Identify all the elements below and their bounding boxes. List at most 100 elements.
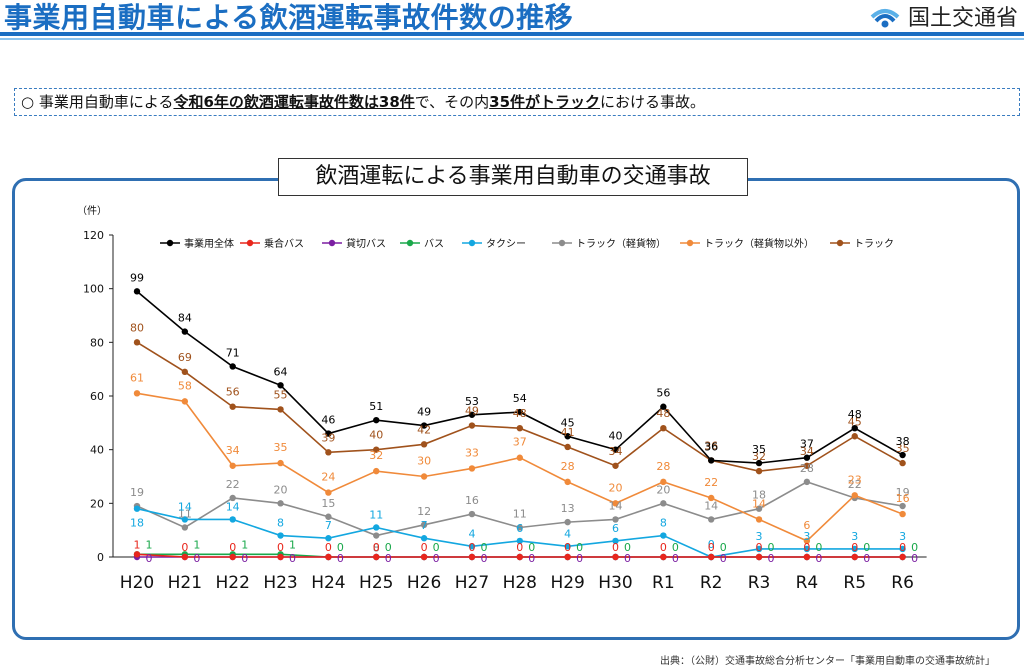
data-point [229,494,236,502]
data-label: 13 [561,502,575,515]
data-point [468,510,476,518]
data-point [660,425,667,432]
y-tick-label: 20 [90,497,104,510]
data-label: 53 [465,395,479,408]
data-label: 48 [656,407,670,420]
data-label: 71 [226,346,240,359]
data-label: 0 [576,552,583,565]
data-label: 0 [720,541,727,554]
data-label: 35 [752,443,766,456]
data-point [564,543,571,550]
data-point [612,446,619,453]
x-tick-label: H28 [503,573,537,593]
data-point [708,494,715,502]
x-tick-label: H30 [598,573,632,593]
data-point [277,382,284,389]
data-point [325,430,332,437]
data-point [468,553,476,561]
data-label: 49 [465,405,479,418]
data-label: 28 [656,460,670,473]
summary-marker: ○ [21,93,35,111]
data-label: 0 [672,552,679,565]
data-label: 0 [863,552,870,565]
data-label: 4 [468,527,475,540]
legend-label: 乗合バス [264,237,304,250]
data-point [468,411,476,418]
x-tick-label: H29 [550,573,584,593]
data-point [420,521,428,528]
data-label: 0 [433,552,440,565]
data-point [420,553,428,561]
data-label: 16 [465,494,479,507]
data-label: 0 [241,552,248,565]
data-point [133,339,141,346]
data-label: 1 [241,538,248,551]
y-tick-label: 40 [90,444,104,457]
data-point [899,553,906,561]
data-point [181,553,189,561]
data-label: 30 [417,455,431,468]
data-point [660,500,667,507]
data-label: 14 [178,500,192,513]
data-point [468,543,476,550]
data-label: 34 [226,444,240,457]
data-label: 0 [863,541,870,554]
data-point [229,516,236,523]
data-point [755,516,763,523]
legend-label: トラック [854,238,894,250]
title-rule [0,32,1024,36]
data-label: 22 [226,478,240,491]
data-label: 45 [561,416,575,429]
data-label: 1 [289,538,296,551]
data-label: 20 [656,483,670,496]
data-label: 0 [468,541,475,554]
data-point [277,532,284,539]
data-point [133,390,141,397]
data-label: 32 [752,450,766,463]
summary-highlight-truck: 35件がトラック [489,93,601,111]
data-point [373,553,380,561]
y-tick-label: 60 [90,390,104,403]
data-label: 11 [178,507,192,520]
x-tick-label: H21 [168,573,202,593]
data-label: 42 [417,423,431,436]
summary-box: ○ 事業用自動車による令和6年の飲酒運転事故件数は38件で、その内35件がトラッ… [14,88,1020,116]
data-point [277,406,284,413]
data-label: 14 [226,500,240,513]
data-label: 3 [803,530,810,543]
legend-swatch-dot [166,239,174,247]
data-point [564,553,571,561]
data-label: 0 [672,541,679,554]
data-label: 38 [896,435,910,448]
x-tick-label: R1 [652,573,675,593]
data-label: 32 [369,449,383,462]
data-label: 56 [226,386,240,399]
data-point [851,545,858,553]
x-tick-label: H25 [359,573,393,593]
data-point [229,553,236,561]
data-label: 39 [321,431,335,444]
data-label: 0 [337,552,344,565]
data-point [708,553,715,561]
data-point [420,535,428,542]
data-point [564,433,571,440]
x-tick-label: R4 [796,573,819,593]
data-label: 8 [277,517,284,530]
data-label: 19 [130,486,144,499]
data-label: 48 [848,408,862,421]
data-point [181,524,189,531]
y-tick-label: 0 [97,551,104,564]
data-point [803,537,811,545]
data-label: 20 [609,481,623,494]
data-point [899,502,906,510]
data-label: 12 [417,505,431,518]
data-label: 7 [421,519,428,532]
data-point [612,516,619,523]
data-label: 16 [896,492,910,505]
data-label: 0 [146,552,153,565]
x-tick-label: R3 [748,573,771,593]
data-label: 0 [624,541,631,554]
title-rule-light [0,38,1024,40]
data-point [516,454,523,461]
